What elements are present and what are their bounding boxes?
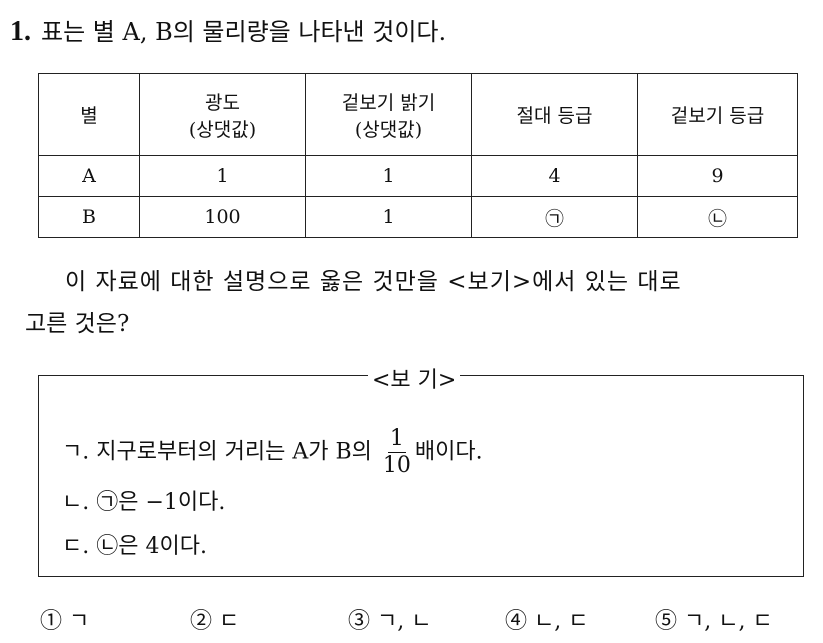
header-subtext: (상댓값) [188,118,257,141]
choice-number: ④ [505,609,528,634]
fraction-denominator: 10 [382,453,411,478]
choice-text: ㄱ, ㄴ, ㄷ [684,609,773,634]
item-text: 은 −1이다. [118,490,226,515]
item-text: 지구로부터의 거리는 A가 B의 [96,439,372,465]
choice-number: ⑤ [655,609,678,634]
choice-5[interactable]: ⑤ ㄱ, ㄴ, ㄷ [655,603,773,635]
choice-1[interactable]: ① ㄱ [40,603,89,635]
table-row: B 100 1 ㉠ ㉡ [38,196,798,238]
choice-text: ㄱ [69,609,90,634]
fraction: 1 10 [383,426,411,479]
cell: ㉠ [471,196,638,238]
cell: B [38,196,140,238]
choice-number: ① [40,609,63,634]
question-stem-line1: 이 자료에 대한 설명으로 옳은 것만을 <보기>에서 있는 대로 [65,269,682,295]
choice-4[interactable]: ④ ㄴ, ㄷ [505,603,588,635]
item-ref: ㉡ [96,534,119,559]
question-stem-line2: 고른 것은? [25,311,130,337]
table-header-row: 별 광도 (상댓값) 겉보기 밝기 (상댓값) 절대 등급 겉보기 등급 [38,73,798,156]
cell: 1 [139,155,306,197]
data-table: 별 광도 (상댓값) 겉보기 밝기 (상댓값) 절대 등급 겉보기 등급 A 1 1… [38,73,798,238]
header-apparent-brightness: 겉보기 밝기 (상댓값) [305,73,472,156]
bogi-item-3: ㄷ. ㉡은 4이다. [62,528,207,560]
header-text: 절대 등급 [516,105,593,127]
item-marker: ㄱ. [62,439,90,465]
cell: 100 [139,196,306,238]
cell: 1 [305,196,472,238]
header-apparent-magnitude: 겉보기 등급 [637,73,798,156]
cell: 1 [305,155,472,197]
choice-3[interactable]: ③ ㄱ, ㄴ [348,603,431,635]
item-ref: ㉠ [96,490,119,515]
choice-text: ㄴ, ㄷ [534,609,589,634]
table-row: A 1 1 4 9 [38,155,798,197]
item-marker: ㄷ. [62,534,90,559]
header-text: 광도 [205,91,240,114]
item-marker: ㄴ. [62,490,90,515]
cell: ㉡ [637,196,798,238]
bogi-item-2: ㄴ. ㉠은 −1이다. [62,484,225,516]
fraction-numerator: 1 [387,426,406,453]
blank-marker: ㉠ [544,207,564,230]
question-title: 1. 표는 별 A, B의 물리량을 나타낸 것이다. [10,12,446,48]
choice-number: ② [190,609,213,634]
cell: 4 [471,155,638,197]
header-star: 별 [38,73,140,156]
choice-number: ③ [348,609,371,634]
choice-2[interactable]: ② ㄷ [190,603,239,635]
choice-text: ㄷ [219,609,240,634]
header-text: 겉보기 등급 [670,105,765,127]
header-subtext: (상댓값) [354,118,423,141]
header-text: 겉보기 밝기 [341,91,436,114]
item-text-after: 배이다. [414,439,483,465]
question-text: 표는 별 A, B의 물리량을 나타낸 것이다. [41,18,447,46]
header-luminosity: 광도 (상댓값) [139,73,306,156]
cell: A [38,155,140,197]
question-number: 1. [10,16,31,47]
header-absolute-magnitude: 절대 등급 [471,73,638,156]
header-text: 별 [80,105,98,127]
choice-text: ㄱ, ㄴ [377,609,432,634]
bogi-item-1: ㄱ. 지구로부터의 거리는 A가 B의 1 10 배이다. [62,426,483,479]
blank-marker: ㉡ [707,207,727,230]
item-text: 은 4이다. [118,534,207,559]
cell: 9 [637,155,798,197]
bogi-label: <보 기> [368,362,461,394]
